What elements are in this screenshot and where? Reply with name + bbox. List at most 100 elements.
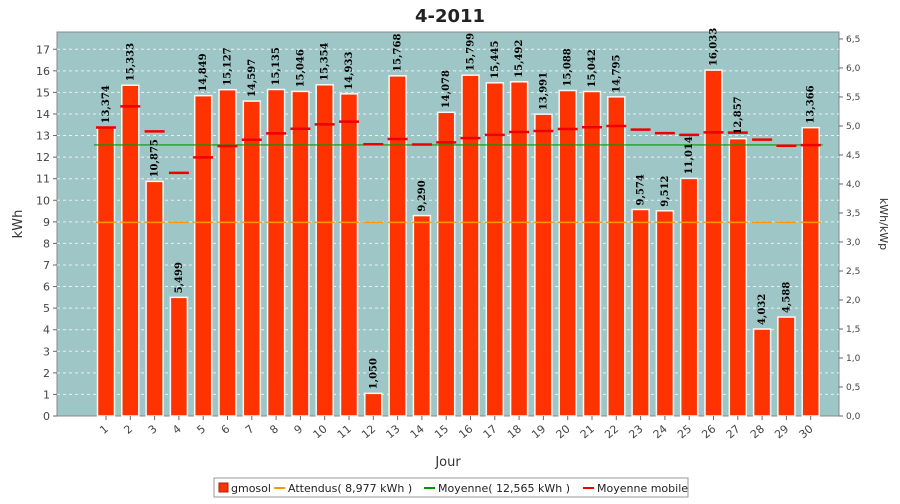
x-tick-label: 23 — [626, 422, 645, 441]
y-tick-label: 4 — [43, 324, 50, 337]
bar — [801, 126, 820, 417]
x-tick-label: 12 — [359, 422, 378, 441]
bar — [534, 113, 553, 417]
y2-tick-label: 6,5 — [846, 35, 860, 45]
x-tick-label: 15 — [432, 422, 451, 441]
bar-data-label: 12,857 — [733, 96, 744, 134]
x-tick-label: 4 — [170, 422, 184, 436]
x-axis-ticks: 1 2 3 4 5 6 7 8 9 10 11 12 13 14 15 16 17 18 19 20 21 22 23 24 2… — [97, 416, 816, 441]
x-tick-label: 26 — [699, 422, 718, 441]
y2-tick-label: 5,5 — [846, 93, 860, 103]
legend-label-moyenne-mobile: Moyenne mobile — [597, 482, 688, 495]
y-tick-label: 10 — [36, 194, 50, 207]
bar — [364, 392, 383, 417]
bar — [752, 328, 772, 417]
moving-average-markers — [96, 105, 821, 175]
y2-axis-ticks: 0,0 0,5 1,0 1,5 2,0 2,5 3,0 3,5 4,0 4,5 5,0 5,5 6,0 6… — [839, 35, 861, 422]
legend-label-gmosol: gmosol — [231, 482, 271, 495]
y-tick-label: 14 — [36, 108, 50, 121]
bar-data-label: 16,033 — [709, 28, 720, 66]
y-tick-label: 3 — [43, 345, 50, 358]
bar — [266, 88, 286, 417]
bar-data-label: 11,014 — [684, 136, 695, 174]
x-tick-label: 13 — [383, 422, 402, 441]
bar — [704, 69, 723, 417]
reference-lines — [94, 144, 823, 224]
y-tick-label: 6 — [43, 281, 50, 294]
bar — [96, 126, 116, 417]
y2-tick-label: 3,5 — [846, 209, 860, 219]
bars — [96, 69, 820, 417]
y2-tick-label: 2,0 — [846, 296, 861, 306]
y-tick-label: 13 — [36, 130, 50, 143]
y-tick-label: 16 — [36, 65, 50, 78]
bar — [169, 296, 189, 417]
bar-data-label: 15,445 — [490, 40, 501, 78]
y2-tick-label: 1,5 — [846, 325, 860, 335]
bar-data-label: 14,849 — [198, 53, 209, 91]
bar — [339, 93, 359, 417]
x-tick-label: 7 — [243, 422, 257, 436]
bar-data-label: 15,127 — [223, 47, 234, 85]
bar — [436, 111, 456, 417]
y2-tick-label: 4,0 — [846, 180, 861, 190]
bar — [777, 316, 796, 417]
bar — [193, 94, 213, 417]
y2-tick-label: 0,0 — [846, 412, 861, 422]
y-tick-label: 2 — [43, 367, 50, 380]
x-tick-label: 27 — [724, 422, 743, 441]
y2-tick-label: 3,0 — [846, 238, 861, 248]
bar — [461, 74, 480, 417]
bar — [121, 84, 140, 417]
bar-data-label: 14,795 — [611, 55, 622, 93]
x-tick-label: 22 — [602, 422, 621, 441]
y-tick-label: 15 — [36, 86, 50, 99]
bar-data-label: 14,597 — [247, 59, 258, 97]
y2-tick-label: 2,5 — [846, 267, 860, 277]
chart-title: 4-2011 — [415, 6, 485, 27]
x-axis-label: Jour — [434, 455, 461, 470]
x-tick-label: 25 — [675, 422, 694, 441]
bar — [218, 88, 237, 417]
bar — [582, 90, 602, 417]
y-axis-label: kWh — [11, 210, 26, 239]
bar — [631, 208, 650, 417]
x-tick-label: 9 — [292, 422, 306, 436]
x-tick-label: 30 — [797, 422, 816, 441]
x-tick-label: 20 — [554, 422, 573, 441]
x-tick-label: 28 — [748, 422, 767, 441]
y-tick-label: 1 — [43, 388, 50, 401]
y-tick-label: 5 — [43, 302, 50, 315]
x-tick-label: 10 — [311, 422, 330, 441]
bar-data-label: 14,933 — [344, 52, 355, 90]
bar-data-label: 15,799 — [466, 33, 477, 71]
data-labels: 13,374 15,333 10,875 5,499 14,849 15,127 14,59… — [101, 28, 817, 390]
x-tick-label: 17 — [481, 422, 500, 441]
y2-axis-label: kWh/kWp — [877, 198, 890, 250]
y2-tick-label: 0,5 — [846, 383, 860, 393]
legend-box — [213, 477, 689, 498]
bar-data-label: 4,588 — [781, 282, 792, 313]
legend: gmosol Attendus( 8,977 kWh ) Moyenne( 12… — [213, 477, 689, 498]
bar — [291, 90, 310, 417]
x-tick-label: 14 — [408, 422, 427, 441]
y-tick-label: 0 — [43, 410, 50, 423]
bar — [315, 84, 334, 417]
bar — [388, 75, 407, 417]
bar-data-label: 13,374 — [101, 85, 112, 123]
x-tick-label: 1 — [97, 422, 111, 436]
bar-data-label: 1,050 — [368, 358, 379, 389]
bar-data-label: 9,512 — [660, 175, 671, 206]
legend-swatch-gmosol — [218, 482, 229, 493]
x-tick-label: 24 — [651, 422, 670, 441]
x-tick-label: 29 — [772, 422, 791, 441]
y-tick-label: 12 — [36, 151, 50, 164]
legend-label-moyenne: Moyenne( 12,565 kWh ) — [438, 482, 570, 495]
bar-data-label: 14,078 — [441, 70, 452, 108]
x-tick-label: 11 — [335, 422, 354, 441]
x-tick-label: 3 — [146, 422, 160, 436]
bar — [728, 137, 748, 417]
